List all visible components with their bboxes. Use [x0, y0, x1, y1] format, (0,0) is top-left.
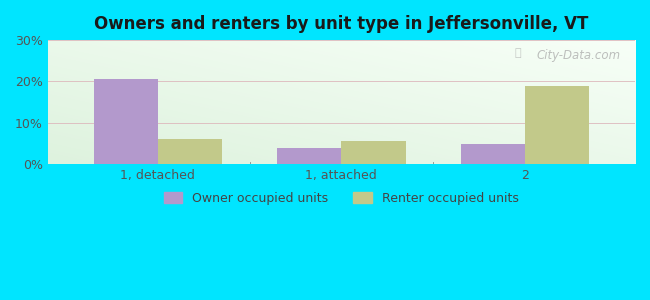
Title: Owners and renters by unit type in Jeffersonville, VT: Owners and renters by unit type in Jeffe… — [94, 15, 588, 33]
Bar — [94, 80, 158, 164]
Legend: Owner occupied units, Renter occupied units: Owner occupied units, Renter occupied un… — [159, 187, 524, 210]
Bar — [461, 143, 525, 164]
Bar — [277, 148, 341, 164]
Text: City-Data.com: City-Data.com — [536, 49, 620, 62]
Text: ⦾: ⦾ — [515, 48, 521, 58]
Bar — [525, 85, 589, 164]
Bar — [158, 140, 222, 164]
Bar — [341, 142, 406, 164]
